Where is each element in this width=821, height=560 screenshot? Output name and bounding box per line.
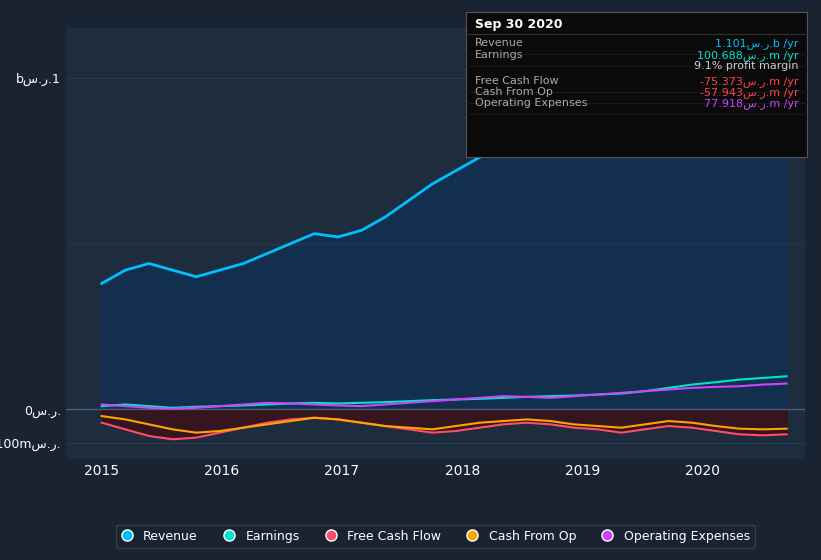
Text: 9.1% profit margin: 9.1% profit margin [695, 62, 799, 72]
Text: Operating Expenses: Operating Expenses [475, 99, 587, 109]
Text: Revenue: Revenue [475, 38, 523, 48]
Text: -75.373س.ر.m /yr: -75.373س.ر.m /yr [700, 76, 799, 87]
Legend: Revenue, Earnings, Free Cash Flow, Cash From Op, Operating Expenses: Revenue, Earnings, Free Cash Flow, Cash … [116, 525, 754, 548]
Text: Free Cash Flow: Free Cash Flow [475, 76, 558, 86]
Text: -57.943س.ر.m /yr: -57.943س.ر.m /yr [700, 87, 799, 98]
Text: 1.101س.ر.b /yr: 1.101س.ر.b /yr [715, 38, 799, 49]
Text: Sep 30 2020: Sep 30 2020 [475, 18, 562, 31]
Text: 100.688س.ر.m /yr: 100.688س.ر.m /yr [697, 50, 799, 61]
Text: 77.918س.ر.m /yr: 77.918س.ر.m /yr [704, 99, 799, 109]
Text: Earnings: Earnings [475, 50, 523, 60]
Text: Cash From Op: Cash From Op [475, 87, 553, 97]
